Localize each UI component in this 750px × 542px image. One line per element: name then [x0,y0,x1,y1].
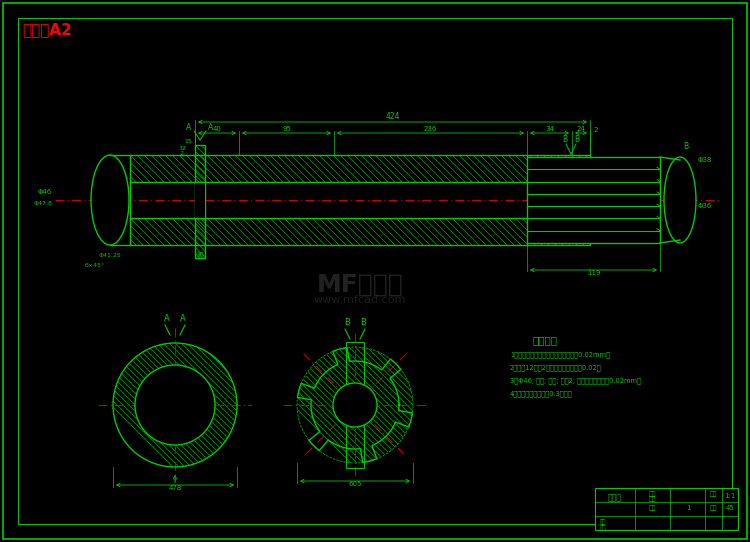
Text: A: A [164,314,170,323]
Text: 空心轴A2: 空心轴A2 [22,22,72,37]
Text: B: B [574,135,580,144]
Text: 36: 36 [196,252,205,258]
Text: 95: 95 [282,126,291,132]
Ellipse shape [91,155,129,245]
Text: A: A [209,123,214,132]
Text: 24: 24 [577,126,585,132]
Text: 材料: 材料 [710,505,717,511]
Text: 45: 45 [725,505,734,511]
Text: 15: 15 [184,139,192,144]
Text: 技术要求: 技术要求 [532,335,557,345]
Text: 2: 2 [179,151,183,156]
Ellipse shape [664,157,696,243]
Text: 1: 1 [686,505,690,511]
Text: 119: 119 [586,270,600,276]
Bar [346,342,364,468]
Text: 2: 2 [594,127,598,133]
Text: 4、外径跳动允许跳动0.3端差。: 4、外径跳动允许跳动0.3端差。 [510,390,573,397]
Text: B: B [562,135,568,144]
Text: Φ41.25: Φ41.25 [99,253,122,258]
Bar [195,182,205,218]
Bar [595,488,738,530]
Text: 1、两端轴颈跳动中心度检测跳动允差0.02mm。: 1、两端轴颈跳动中心度检测跳动允差0.02mm。 [510,351,610,358]
Text: Φ47.8: Φ47.8 [33,201,52,206]
Text: B: B [360,318,366,327]
Text: 34: 34 [545,126,554,132]
Text: 605: 605 [348,481,361,487]
Text: 1:1: 1:1 [724,493,736,499]
Text: 236: 236 [424,126,437,132]
Circle shape [333,383,377,427]
Text: B: B [683,142,688,151]
Bar [527,157,660,243]
Text: MF沐风网: MF沐风网 [316,273,404,297]
Text: 2、锥面12间隔2寸中心度检查接触面0.02。: 2、锥面12间隔2寸中心度检查接触面0.02。 [510,364,602,371]
Text: 3、Φ46; 跳动; 跳动; 跳动2; 轴处不同心度允差0.02mm。: 3、Φ46; 跳动; 跳动; 跳动2; 轴处不同心度允差0.02mm。 [510,377,641,384]
Text: 478: 478 [168,485,182,491]
Text: A: A [180,314,186,323]
Text: 32: 32 [179,146,187,151]
Text: 比例: 比例 [648,491,656,496]
Text: 重量: 重量 [648,496,656,501]
Text: 设计: 设计 [600,519,607,525]
Text: www.mfcad.com: www.mfcad.com [314,295,407,305]
Text: A: A [186,123,192,132]
Text: 数量: 数量 [648,505,656,511]
Bar [130,155,590,245]
Text: 图号: 图号 [710,491,717,496]
Bar [130,182,590,218]
Text: Φ36: Φ36 [698,203,712,209]
Text: 审核: 审核 [600,525,607,531]
Text: B: B [344,318,350,327]
Text: Φ38: Φ38 [698,157,712,163]
Text: Φ46: Φ46 [38,189,52,195]
Text: 424: 424 [386,112,400,121]
Bar [195,145,205,258]
Circle shape [135,365,215,445]
Text: 6×45°: 6×45° [85,263,105,268]
Text: 空心轴: 空心轴 [608,493,622,502]
Text: 40: 40 [212,126,221,132]
